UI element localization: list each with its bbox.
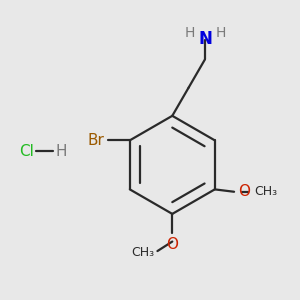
- Text: O: O: [166, 237, 178, 252]
- Text: H: H: [184, 26, 195, 40]
- Text: CH₃: CH₃: [131, 246, 154, 259]
- Text: N: N: [198, 29, 212, 47]
- Text: H: H: [55, 144, 67, 159]
- Text: H: H: [215, 26, 226, 40]
- Text: O: O: [238, 184, 250, 199]
- Text: Cl: Cl: [19, 144, 34, 159]
- Text: CH₃: CH₃: [254, 185, 277, 198]
- Text: Br: Br: [87, 133, 104, 148]
